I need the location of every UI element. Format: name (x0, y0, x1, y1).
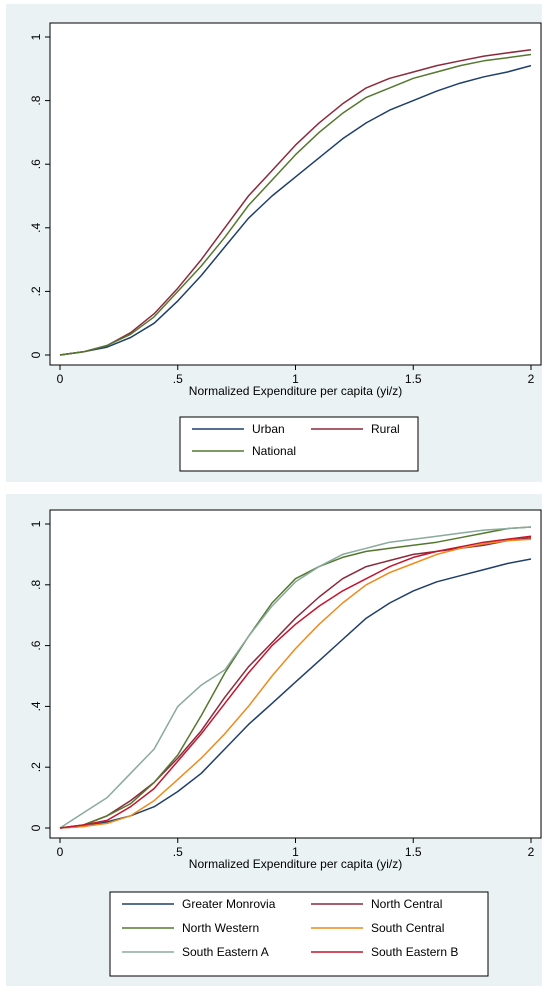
x-tick-label: 1 (292, 845, 299, 859)
x-tick-label: 2 (528, 372, 535, 386)
legend-label: Rural (371, 422, 400, 436)
plot-area (49, 22, 542, 366)
y-tick-label: 1 (29, 520, 43, 527)
x-tick-label: .5 (173, 845, 183, 859)
legend-label: Greater Monrovia (182, 897, 276, 911)
legend-label: South Eastern A (182, 945, 269, 959)
chart-panel-bottom: 0.5 1 1.5 2 0.2.4.6.8 1 Normalized Expenditure… (6, 494, 542, 986)
y-tick-label: .2 (29, 286, 43, 296)
series-line-south-central (59, 538, 532, 829)
y-tick-label: 0 (29, 351, 43, 358)
y-tick-label: .6 (29, 159, 43, 169)
y-tick-label: 1 (29, 33, 43, 40)
x-tick-label: .5 (173, 372, 183, 386)
legend-label: North Central (371, 897, 442, 911)
legend-label: South Central (371, 921, 444, 935)
x-tick-label: 2 (528, 845, 535, 859)
series-line-greater-monrovia (59, 558, 532, 829)
x-axis-title: Normalized Expenditure per capita (yi/z) (189, 857, 402, 871)
y-tick-label: .8 (29, 579, 43, 589)
legend-label: National (252, 444, 296, 458)
plot-area (49, 509, 542, 839)
chart-panel-top: 0.5 1 1.5 2 0.2.4.6.8 1 Normalized Expenditure… (6, 4, 542, 482)
series-line-urban (59, 64, 532, 356)
x-axis-title: Normalized Expenditure per capita (yi/z) (189, 384, 402, 398)
y-tick-label: .2 (29, 762, 43, 772)
x-tick-label: 0 (57, 372, 64, 386)
y-tick-label: .4 (29, 222, 43, 232)
y-tick-label: .8 (29, 95, 43, 105)
legend-label: North Western (182, 921, 259, 935)
legend-label: South Eastern B (371, 945, 458, 959)
series-line-national (59, 53, 532, 356)
y-tick-label: .6 (29, 640, 43, 650)
series-line-south-eastern-a (59, 526, 532, 829)
legend-box (179, 416, 419, 472)
series-line-rural (59, 48, 532, 356)
y-tick-label: .4 (29, 701, 43, 711)
series-line-north-western (59, 526, 532, 829)
x-tick-label: 1 (292, 372, 299, 386)
x-tick-label: 0 (57, 845, 64, 859)
series-line-north-central (59, 536, 532, 829)
x-tick-label: 1.5 (405, 845, 422, 859)
y-tick-label: 0 (29, 824, 43, 831)
series-line-south-eastern-b (59, 535, 532, 829)
x-tick-label: 1.5 (405, 372, 422, 386)
legend-label: Urban (252, 422, 285, 436)
legend-box (109, 891, 489, 977)
